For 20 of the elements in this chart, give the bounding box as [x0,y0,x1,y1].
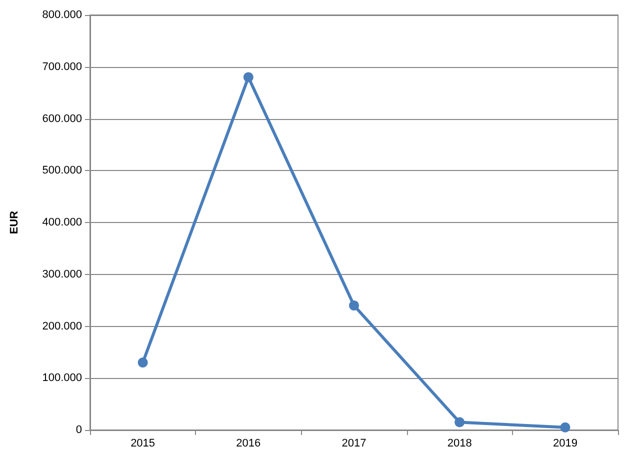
x-tick-label: 2019 [552,438,578,450]
y-tick-label: 500.000 [42,164,82,177]
point [560,422,570,432]
y-tick-label: 800.000 [42,9,82,21]
point [138,358,148,368]
y-tick-label: 600.000 [42,112,82,125]
y-tick-label: 0 [76,424,82,436]
y-tick-label: 200.000 [42,320,82,332]
y-axis-title: EUR [8,210,20,234]
x-tick-label: 2015 [130,438,156,450]
x-tick-label: 2016 [236,438,261,450]
y-tick-label: 100.000 [42,372,82,384]
y-tick-label: 700.000 [42,60,82,73]
point [454,417,465,428]
point [243,72,254,82]
x-tick-label: 2017 [342,438,366,450]
point [349,300,359,310]
x-tick-label: 2018 [447,438,472,450]
y-tick-label: 300.000 [42,268,82,280]
y-tick-label: 400.000 [42,216,82,228]
